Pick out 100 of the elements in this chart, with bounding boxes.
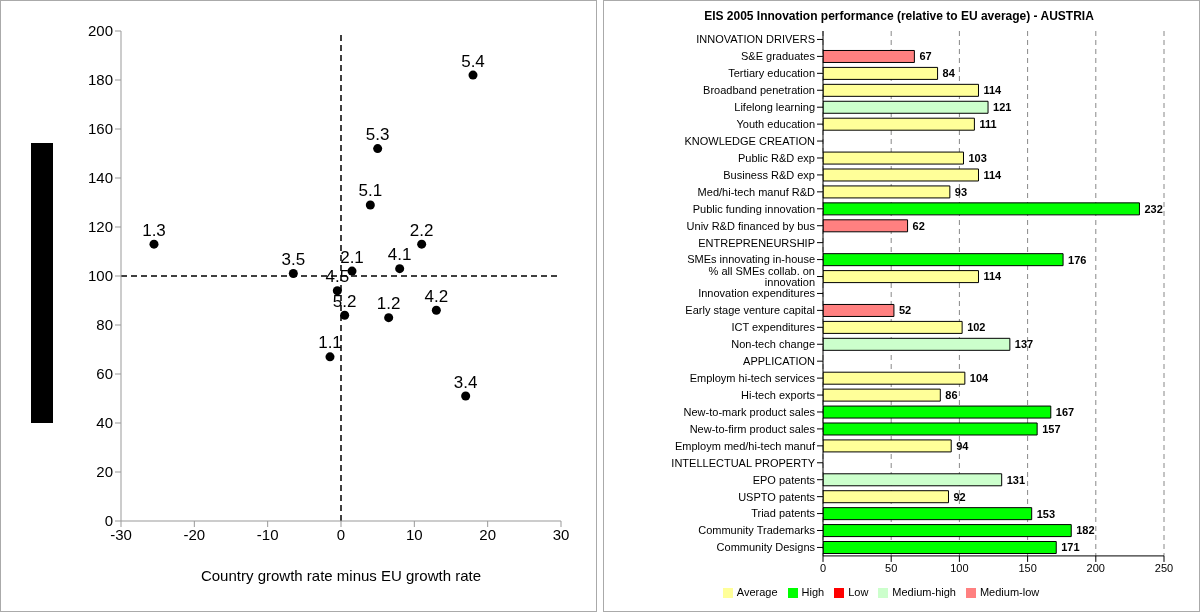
y-tick-label: % all SMEs collab. on innovation	[708, 264, 815, 288]
y-tick-label: Community Designs	[716, 541, 816, 554]
y-tick-label: Public funding innovation	[692, 202, 815, 215]
data-label: 114	[983, 168, 1003, 181]
y-tick-label: Early stage venture capital	[685, 304, 815, 317]
point	[340, 310, 350, 320]
data-label: 93	[954, 185, 968, 198]
y-tick-label: Business R&D exp	[723, 168, 815, 181]
y-tick-label: Tertiary education	[728, 67, 815, 80]
point	[468, 70, 478, 80]
x-tick-label: 10	[405, 525, 423, 543]
y-tick-label: 120	[87, 218, 113, 236]
x-tick-label: 250	[1154, 561, 1174, 574]
data-label: 157	[1042, 422, 1061, 435]
y-tick-label: Lifelong learning	[734, 101, 815, 114]
series-label: 2.1	[340, 247, 364, 267]
x-tick-label: 20	[479, 525, 497, 543]
series-label: 5.1	[358, 181, 383, 201]
data-label: 171	[1061, 541, 1080, 554]
y-tick-label: Employm hi-tech services	[689, 372, 816, 385]
chart-title: EIS 2005 Innovation performance (relative to EU average) - AUSTRIA	[703, 9, 1095, 23]
x-tick-label: 30	[552, 525, 570, 543]
point	[431, 305, 441, 315]
y-tick-label: 20	[96, 463, 113, 481]
series-label: 4.1	[387, 245, 412, 265]
point	[461, 391, 471, 401]
y-tick-label: Triad patents	[751, 507, 816, 520]
point	[332, 286, 342, 296]
y-tick-label: Public R&D exp	[737, 151, 815, 164]
y-tick-label: 140	[87, 169, 113, 187]
y-tick-label: Youth education	[736, 118, 815, 131]
data-label: 232	[1144, 202, 1163, 215]
y-tick-label: USPTO patents	[738, 490, 816, 503]
y-tick-label: KNOWLEDGE CREATION	[684, 134, 816, 147]
series-label: 1.1	[318, 333, 342, 353]
data-label: 131	[1006, 473, 1026, 486]
series-label: 3.4	[453, 372, 478, 392]
point	[417, 239, 427, 249]
data-label: 137	[1014, 338, 1034, 351]
x-tick-label: 200	[1086, 561, 1105, 574]
series-label: 5.4	[461, 51, 485, 71]
y-tick-label: S&E graduates	[741, 50, 816, 63]
x-tick-label: -10	[256, 525, 279, 543]
series-label: 1.3	[142, 220, 166, 240]
x-axis-title: Country growth rate minus EU growth rate	[200, 567, 482, 584]
data-label: 167	[1055, 405, 1075, 418]
legend-label: Average	[736, 585, 778, 598]
y-tick-label: 60	[96, 365, 113, 383]
y-tick-label: Broadband penetration	[703, 84, 815, 97]
point	[288, 269, 298, 279]
x-tick-label: 100	[950, 561, 969, 574]
data-label: 103	[968, 151, 987, 164]
point	[325, 352, 335, 362]
data-label: 94	[956, 439, 970, 452]
y-tick-label: 80	[96, 316, 113, 334]
data-label: 153	[1036, 507, 1056, 520]
data-label: 52	[898, 304, 912, 317]
data-label: 121	[993, 101, 1012, 114]
y-tick-label: Non-tech change	[731, 338, 815, 351]
data-label: 92	[953, 490, 966, 503]
y-tick-label: New-to-mark product sales	[683, 405, 816, 418]
y-tick-label: Innovation expenditures	[698, 287, 816, 300]
y-tick-label: 40	[96, 414, 113, 432]
point	[149, 239, 159, 249]
series-label: 4.2	[424, 286, 449, 306]
point	[384, 313, 394, 323]
data-label: 114	[983, 270, 1003, 283]
series-label: 3.5	[281, 250, 306, 270]
legend-label: High	[801, 585, 825, 598]
data-label: 84	[942, 67, 956, 80]
y-tick-label: APPLICATION	[743, 355, 816, 368]
y-tick-label: Hi-tech exports	[741, 388, 816, 401]
x-tick-label: -30	[110, 525, 132, 543]
series-label: 5.2	[332, 291, 357, 311]
y-tick-label: ENTREPRENEURSHIP	[698, 236, 815, 249]
y-tick-label: 160	[87, 120, 113, 138]
x-tick-label: -20	[183, 525, 206, 543]
y-tick-label: INTELLECTUAL PROPERTY	[671, 456, 816, 469]
y-tick-label: INNOVATION DRIVERS	[696, 33, 815, 46]
y-tick-label: 180	[87, 71, 113, 89]
data-label: 182	[1076, 524, 1095, 537]
point	[365, 200, 375, 210]
x-tick-label: 50	[885, 561, 898, 574]
data-label: 111	[979, 118, 997, 131]
legend-label: Low	[848, 585, 869, 598]
point	[395, 264, 405, 274]
series-label: 2.2	[409, 220, 434, 240]
legend-label: Medium-low	[979, 585, 1040, 598]
series-label: 1.2	[376, 294, 401, 314]
y-tick-label: 100	[87, 267, 113, 285]
y-tick-label: ICT expenditures	[731, 321, 816, 334]
point	[373, 144, 383, 154]
data-label: 67	[919, 50, 932, 63]
y-tick-label: EPO patents	[752, 473, 816, 486]
y-tick-label: New-to-firm product sales	[689, 422, 816, 435]
data-label: 102	[967, 321, 986, 334]
data-label: 62	[912, 219, 925, 232]
series-label: 5.3	[365, 125, 390, 145]
y-tick-label: Univ R&D financed by bus	[686, 219, 816, 232]
y-tick-label: Med/hi-tech manuf R&D	[697, 185, 816, 198]
